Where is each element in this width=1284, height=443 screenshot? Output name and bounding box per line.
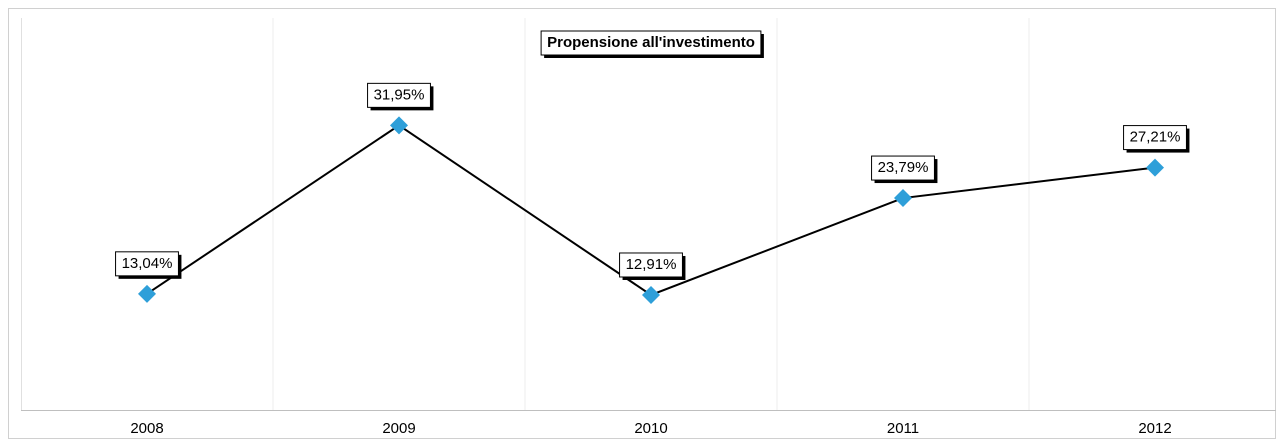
- x-tick-label: 2009: [382, 420, 415, 437]
- data-label: 12,91%: [626, 256, 677, 273]
- data-label: 13,04%: [122, 255, 173, 272]
- marker: [894, 189, 912, 208]
- data-label: 31,95%: [374, 86, 425, 103]
- marker: [138, 284, 156, 303]
- x-tick-label: 2010: [634, 420, 667, 437]
- x-tick-label: 2011: [887, 420, 919, 437]
- data-label-box: [1123, 125, 1187, 151]
- marker: [1146, 158, 1164, 177]
- data-label-box: [871, 155, 935, 181]
- category-dividers: [272, 18, 1030, 410]
- chart-frame: [8, 8, 1276, 439]
- data-label-box: [619, 252, 683, 278]
- data-label-box: [115, 251, 179, 277]
- marker: [390, 116, 408, 135]
- marker: [642, 285, 660, 304]
- data-label: 27,21%: [1130, 129, 1181, 146]
- data-label: 23,79%: [878, 159, 929, 176]
- chart-title: Propensione all'investimento: [547, 34, 755, 51]
- x-tick-label: 2012: [1138, 420, 1171, 437]
- chart-title-box: [540, 30, 762, 56]
- x-tick-label: 2008: [130, 420, 163, 437]
- data-label-box: [367, 82, 431, 108]
